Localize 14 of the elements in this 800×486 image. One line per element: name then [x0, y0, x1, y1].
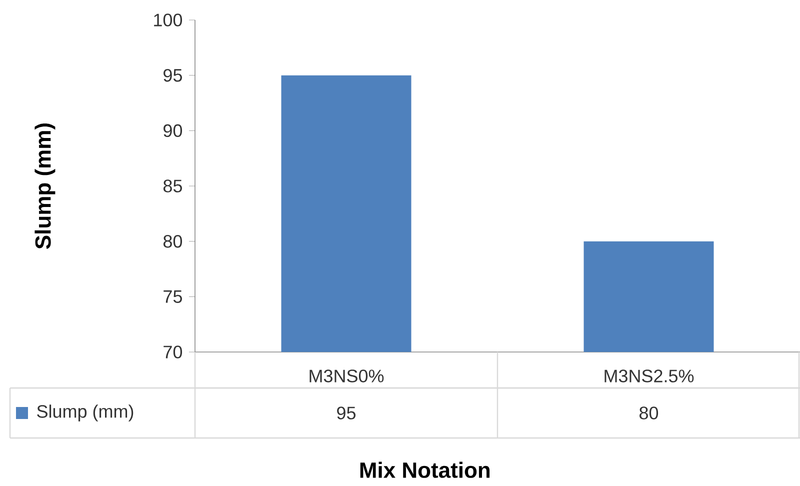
y-axis-title: Slump (mm) — [34, 124, 56, 249]
y-tick-label: 90 — [164, 124, 182, 138]
x-tick-label: M3NS2.5% — [604, 370, 694, 382]
y-tick-label: 100 — [154, 14, 182, 26]
y-tick-label: 85 — [163, 180, 182, 192]
y-tick-label: 95 — [164, 68, 182, 82]
y-tick-label: 80 — [163, 234, 182, 248]
x-tick-label: M3NS0% — [310, 370, 384, 382]
legend-label: Slump (mm) — [37, 404, 134, 422]
x-axis-title: Mix Notation — [360, 462, 490, 478]
data-label: 95 — [337, 406, 356, 420]
y-tick-label: 75 — [164, 290, 182, 303]
y-tick-label: 70 — [164, 346, 182, 358]
data-label: 80 — [640, 406, 658, 420]
